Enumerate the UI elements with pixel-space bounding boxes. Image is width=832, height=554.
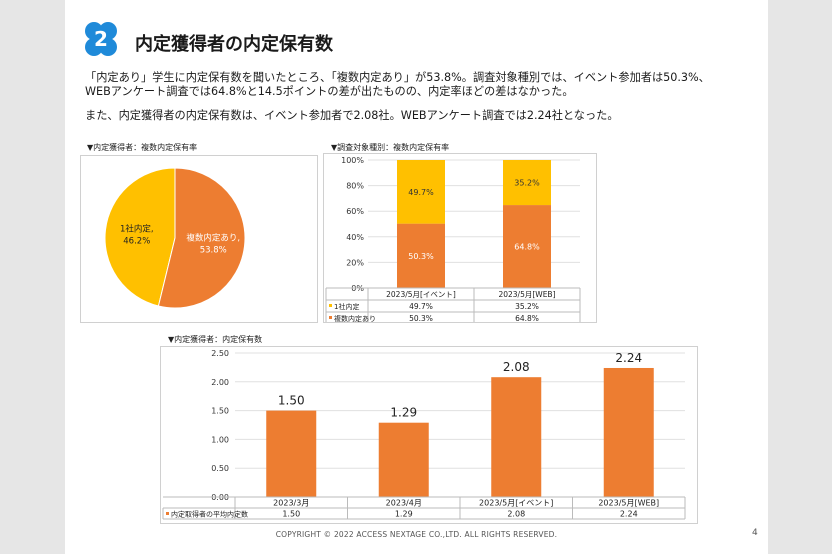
bar-data-label: 1.50 xyxy=(278,394,305,408)
table-cell: 1.50 xyxy=(282,510,300,519)
pie-chart-panel: 1社内定, 46.2% 複数内定あり, 53.8% xyxy=(80,155,318,323)
y-tick-label: 1.50 xyxy=(211,407,229,416)
bar-data-label: 49.7% xyxy=(408,188,434,197)
table-cell: 49.7% xyxy=(409,302,433,311)
y-tick-label: 80% xyxy=(346,182,364,191)
y-tick-label: 1.00 xyxy=(211,435,229,444)
section-badge: 2 xyxy=(85,22,117,56)
table-cell: 50.3% xyxy=(409,314,433,322)
pie-slice xyxy=(157,167,246,309)
y-tick-label: 60% xyxy=(346,207,364,216)
bar-chart-panel: 2.50 2.00 1.50 1.00 0.50 0.00 1.50 1.29 2.08 2.24… xyxy=(160,346,698,524)
paragraph-2: WEBアンケート調査では64.8%と14.5ポイントの差が出たものの、内定率ほど… xyxy=(85,85,574,98)
y-tick-label: 2.00 xyxy=(211,378,229,387)
y-tick-label: 100% xyxy=(341,156,364,165)
stacked-chart-panel: 100% 80% 60% 40% 20% 0% 50.3% 49.7% 64.8% 35.2% 20… xyxy=(323,153,597,325)
bar xyxy=(378,422,429,497)
paragraph-1: 「内定あり」学生に内定保有数を聞いたところ、「複数内定あり」が53.8%。調査対… xyxy=(85,71,710,84)
bar-data-label: 50.3% xyxy=(408,252,434,261)
x-tick-label: 2023/5月[WEB] xyxy=(498,290,555,299)
table-cell: 1.29 xyxy=(395,510,413,519)
bar xyxy=(603,367,654,497)
pie-slice-label: 1社内定, xyxy=(120,223,154,234)
pie-slice-value: 46.2% xyxy=(123,236,150,246)
legend-swatch xyxy=(329,316,332,319)
legend-label: 1社内定 xyxy=(334,302,359,311)
stacked-bar-segment xyxy=(397,160,445,224)
copyright: COPYRIGHT © 2022 ACCESS NEXTAGE CO.,LTD.… xyxy=(275,530,558,539)
paragraph-3: また、内定獲得者の内定保有数は、イベント参加者で2.08社。WEBアンケート調査… xyxy=(85,109,619,122)
table-cell: 35.2% xyxy=(515,302,539,311)
bar-data-label: 1.29 xyxy=(390,406,417,420)
section-number: 2 xyxy=(94,27,108,51)
stacked-chart-title: ▼調査対象種別：複数内定保有率 xyxy=(331,143,450,152)
stacked-bar-chart: 100%80%60%40%20%0%50.3%49.7%64.8%35.2%20… xyxy=(325,156,581,325)
pie-chart: 1社内定, 46.2% 複数内定あり, 53.8% xyxy=(104,167,246,309)
legend-label: 複数内定あり xyxy=(334,314,376,322)
y-tick-label: 2.50 xyxy=(211,349,229,358)
x-tick-label: 2023/3月 xyxy=(273,499,309,508)
legend-swatch xyxy=(329,304,332,307)
bar xyxy=(491,377,542,497)
bar-data-label: 2.24 xyxy=(615,351,642,365)
table-cell: 2.08 xyxy=(507,510,525,519)
page-number: 4 xyxy=(752,528,758,538)
page-title: 内定獲得者の内定保有数 xyxy=(135,34,333,55)
pie-chart-title: ▼内定獲得者：複数内定保有率 xyxy=(87,143,198,152)
average-bar-chart: 2.502.001.501.000.500.001.501.292.082.24… xyxy=(162,349,686,520)
legend-label: 内定取得者の平均内定数 xyxy=(171,510,248,519)
clover-badge-icon xyxy=(85,22,117,56)
x-tick-label: 2023/5月[イベント] xyxy=(479,499,553,508)
stacked-bar-segment xyxy=(503,160,551,206)
x-tick-label: 2023/5月[イベント] xyxy=(386,290,456,299)
y-tick-label: 40% xyxy=(346,233,364,242)
pie-slice xyxy=(104,167,176,307)
slide: 2 内定獲得者の内定保有数 「内定あり」学生に内定保有数を聞いたところ、「複数内… xyxy=(65,0,768,554)
x-tick-label: 2023/5月[WEB] xyxy=(598,499,659,508)
pie-slice-label: 複数内定あり, xyxy=(186,233,240,244)
bar xyxy=(266,410,317,497)
bar-data-label: 64.8% xyxy=(514,243,540,252)
x-tick-label: 2023/4月 xyxy=(386,499,422,508)
bar-chart-title: ▼内定獲得者：内定保有数 xyxy=(168,335,263,344)
stacked-bar-segment xyxy=(503,205,551,288)
y-tick-label: 0.50 xyxy=(211,464,229,473)
bar-data-label: 35.2% xyxy=(514,179,540,188)
y-tick-label: 20% xyxy=(346,258,364,267)
pie-slice-value: 53.8% xyxy=(200,246,227,256)
legend-swatch xyxy=(166,512,169,515)
stacked-bar-segment xyxy=(397,223,445,288)
bar-data-label: 2.08 xyxy=(503,360,530,374)
table-cell: 2.24 xyxy=(620,510,638,519)
table-cell: 64.8% xyxy=(515,314,539,322)
